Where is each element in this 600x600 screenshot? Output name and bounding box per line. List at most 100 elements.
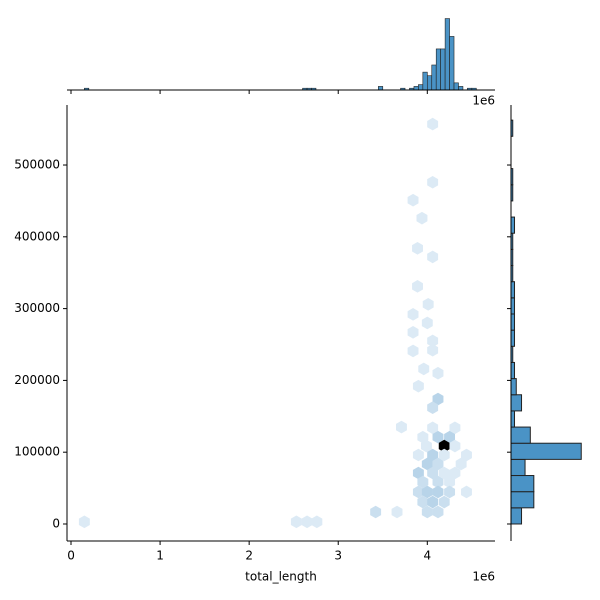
- hexbin: [427, 334, 439, 348]
- hexbin: [407, 193, 419, 207]
- x-tick-label: 2: [245, 549, 253, 563]
- hexbin: [412, 466, 424, 480]
- top-offset-text: 1e6: [472, 94, 495, 108]
- hexbin: [427, 117, 439, 131]
- x-hist-bar: [413, 86, 419, 91]
- hexbin: [461, 448, 472, 462]
- hexbin: [421, 316, 433, 330]
- hexbin: [432, 430, 444, 444]
- hexbin: [449, 466, 461, 480]
- hexbin: [412, 379, 424, 393]
- hexbin: [301, 515, 313, 529]
- hexbin: [427, 466, 439, 480]
- hexbin: [417, 475, 429, 489]
- y-tick-label: 200000: [14, 373, 60, 387]
- x-tick-label: 1: [156, 549, 164, 563]
- hexbin: [416, 211, 428, 225]
- hexbin: [412, 280, 423, 293]
- hexbin: [290, 515, 302, 529]
- hexbin: [412, 485, 424, 499]
- hexbin: [412, 448, 424, 462]
- y-hist-bar: [510, 394, 523, 412]
- x-hist-bar: [431, 64, 437, 91]
- x-hist-bar: [449, 36, 455, 91]
- y-tick-label: 100000: [14, 445, 60, 459]
- y-tick-label: 300000: [14, 301, 60, 315]
- x-hist-bar: [444, 18, 450, 91]
- x-offset-text: 1e6: [472, 570, 495, 584]
- x-tick-label: 3: [334, 549, 342, 563]
- x-hist-bar: [422, 71, 428, 91]
- hexbin: [444, 430, 456, 444]
- hexbin: [432, 475, 444, 489]
- y-tick-label: 500000: [14, 158, 60, 172]
- hexbin: [407, 344, 419, 358]
- hexbin: [438, 466, 450, 480]
- hexbin: [449, 421, 461, 435]
- hexbin: [420, 439, 432, 453]
- x-hist-bar: [378, 86, 384, 91]
- hexbin: [370, 505, 382, 519]
- x-tick-label: 4: [423, 549, 431, 563]
- x-axis-label: total_length: [245, 570, 317, 584]
- hexbin: [455, 457, 467, 471]
- hexbin: [432, 392, 444, 406]
- x-hist-bar: [458, 86, 464, 91]
- hexbin: [438, 495, 450, 509]
- x-hist-bar: [440, 48, 446, 91]
- y-hist-bar: [510, 475, 535, 493]
- y-hist-bar: [510, 216, 516, 234]
- y-hist-bar: [510, 491, 535, 509]
- hexbin: [427, 250, 439, 264]
- hexbin: [407, 326, 419, 339]
- x-hist-bar: [453, 82, 459, 91]
- hexbin: [421, 505, 433, 519]
- y-hist-bar: [510, 410, 516, 428]
- hexbin: [391, 505, 403, 519]
- hexbin: [432, 505, 444, 519]
- y-hist-bar: [510, 329, 516, 347]
- y-tick-label: 400000: [14, 229, 60, 243]
- hexbin: [407, 308, 419, 321]
- hexbin: [444, 475, 456, 489]
- hexbin: [78, 515, 90, 529]
- hexbin: [311, 515, 323, 529]
- y-tick-label: 0: [52, 516, 60, 530]
- y-hist-bar: [510, 281, 516, 299]
- hexbin: [427, 421, 439, 435]
- hexbin: [438, 439, 450, 453]
- hexbin: [421, 485, 433, 499]
- hexbin: [418, 362, 430, 376]
- y-hist-bar: [510, 297, 516, 315]
- hexbin: [449, 439, 461, 453]
- hexbin: [432, 457, 444, 471]
- hexbin: [444, 485, 456, 499]
- y-hist-bar: [510, 426, 531, 444]
- y-hist-bar: [510, 378, 517, 396]
- hexbin: [432, 366, 444, 380]
- hexbin: [412, 242, 423, 255]
- x-tick-label: 0: [67, 549, 75, 563]
- y-hist-bar: [510, 361, 516, 380]
- hexbin: [417, 495, 429, 509]
- hexbin: [427, 175, 439, 189]
- y-hist-bar: [510, 313, 516, 331]
- x-hist-bar: [418, 84, 424, 91]
- hexbin: [427, 495, 439, 509]
- hexbin: [427, 401, 439, 414]
- hexbin: [461, 485, 472, 499]
- hexbin: [422, 298, 434, 311]
- hexbin: [427, 343, 439, 357]
- hexbin: [438, 448, 450, 462]
- y-hist-bar: [510, 507, 523, 525]
- hexbin: [421, 457, 433, 471]
- x-hist-bar: [427, 75, 433, 91]
- hexbin: [396, 420, 407, 434]
- y-hist-bar: [510, 458, 526, 477]
- y-hist-bar: [510, 442, 582, 460]
- hexbin: [427, 448, 439, 462]
- hexbin: [432, 485, 444, 499]
- x-hist-bar: [435, 48, 441, 91]
